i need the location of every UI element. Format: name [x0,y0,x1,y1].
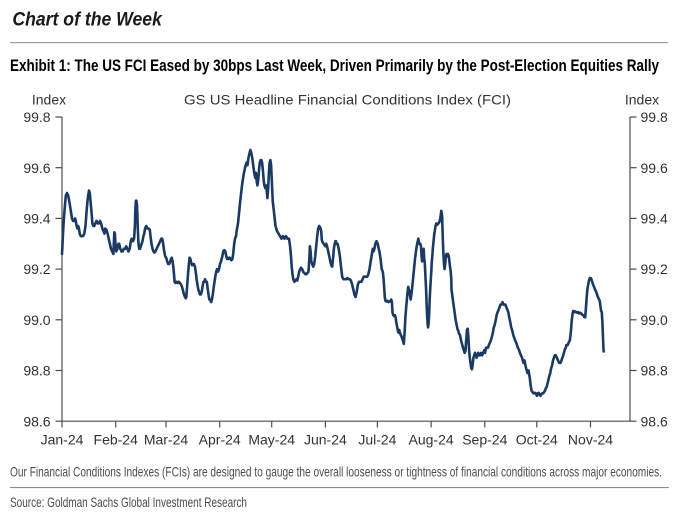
svg-text:99.2: 99.2 [23,261,50,277]
svg-text:Feb-24: Feb-24 [94,431,139,447]
svg-text:Mar-24: Mar-24 [144,431,189,447]
svg-text:Index: Index [625,92,659,108]
svg-text:99.0: 99.0 [641,312,668,328]
svg-text:Oct-24: Oct-24 [516,431,558,447]
svg-text:May-24: May-24 [248,431,295,447]
svg-text:Aug-24: Aug-24 [409,431,454,447]
svg-text:Jun-24: Jun-24 [304,431,347,447]
svg-text:Exhibit 1: The US FCI Eased by: Exhibit 1: The US FCI Eased by 30bps Las… [10,57,660,75]
svg-text:99.6: 99.6 [641,160,668,176]
svg-text:Apr-24: Apr-24 [199,431,241,447]
svg-text:Our Financial Conditions Index: Our Financial Conditions Indexes (FCIs) … [10,465,662,480]
svg-text:Jul-24: Jul-24 [358,431,396,447]
svg-text:Chart of the Week: Chart of the Week [12,9,163,30]
svg-text:GS US Headline Financial Condi: GS US Headline Financial Conditions Inde… [184,92,511,108]
svg-text:Index: Index [32,92,66,108]
svg-text:99.4: 99.4 [23,211,50,227]
svg-text:98.8: 98.8 [641,363,668,379]
svg-text:98.6: 98.6 [23,413,50,429]
svg-text:99.8: 99.8 [23,109,50,125]
svg-text:Source: Goldman Sachs Global I: Source: Goldman Sachs Global Investment … [10,495,247,510]
svg-text:99.6: 99.6 [23,160,50,176]
svg-text:98.8: 98.8 [23,363,50,379]
svg-text:99.2: 99.2 [641,261,668,277]
svg-text:Jan-24: Jan-24 [41,431,84,447]
svg-text:99.8: 99.8 [641,109,668,125]
svg-text:99.0: 99.0 [23,312,50,328]
svg-text:Nov-24: Nov-24 [568,431,613,447]
svg-text:98.6: 98.6 [641,413,668,429]
svg-text:Sep-24: Sep-24 [462,431,507,447]
svg-text:99.4: 99.4 [641,211,668,227]
